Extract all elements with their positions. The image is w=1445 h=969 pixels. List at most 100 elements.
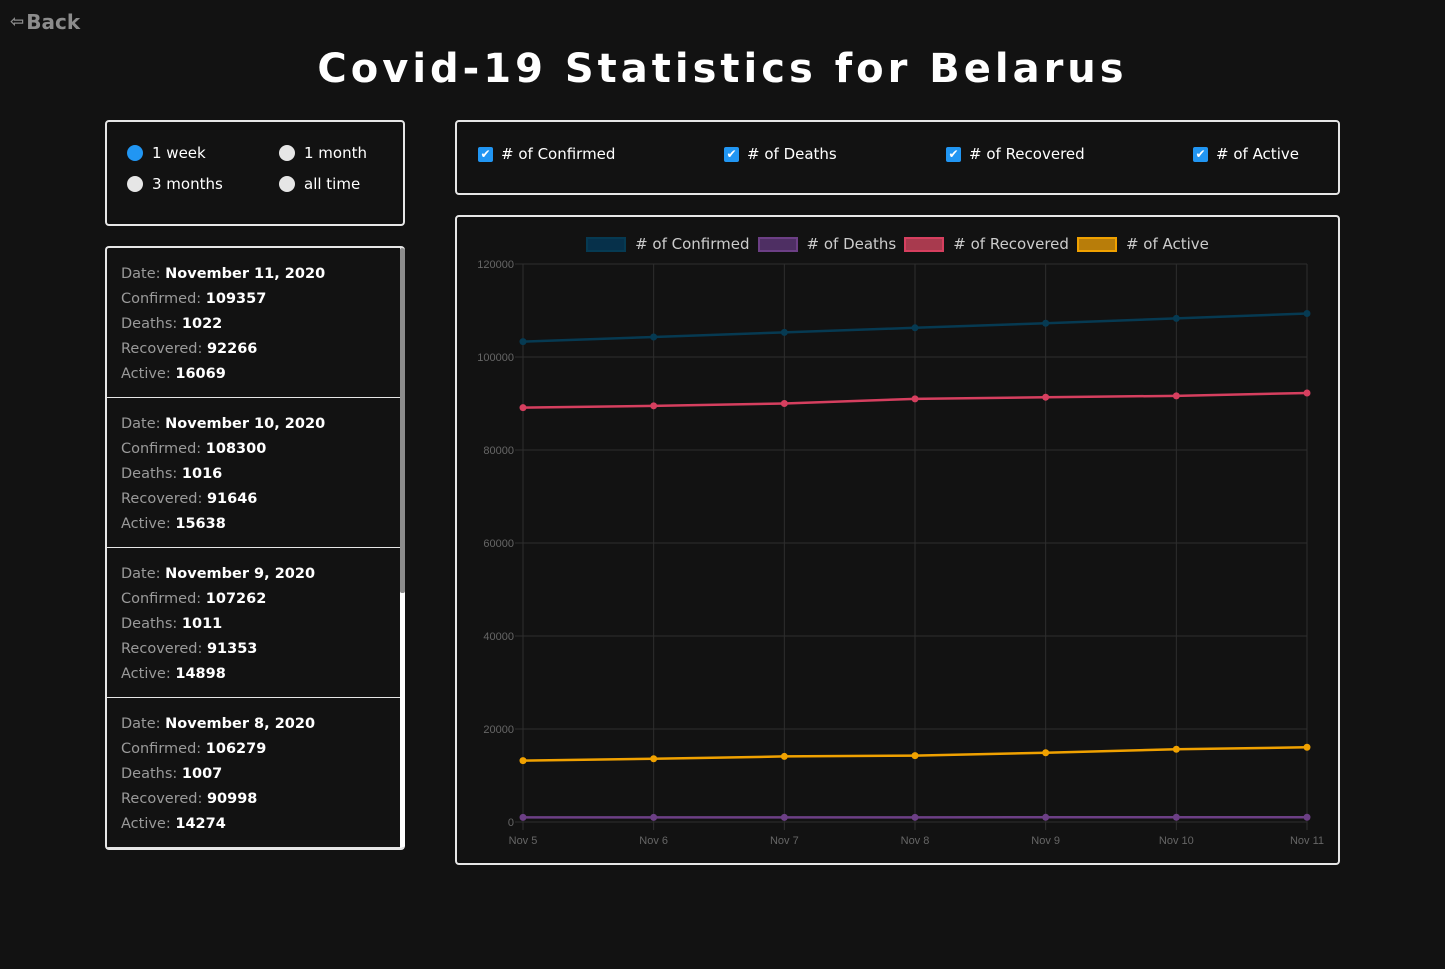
data-point <box>519 338 527 346</box>
legend-swatch <box>1076 236 1117 252</box>
record-recovered-key: Recovered: <box>121 341 203 357</box>
record-confirmed-key: Confirmed: <box>121 591 202 607</box>
record-deaths-key: Deaths: <box>121 766 178 782</box>
record-date-value: November 10, 2020 <box>165 416 326 432</box>
record-deaths-line: Deaths: 1016 <box>121 462 400 487</box>
data-point <box>650 333 658 341</box>
record-recovered-value: 90998 <box>206 791 258 807</box>
chart-legend: # of Confirmed # of Deaths # of Recovered #… <box>457 235 1338 253</box>
back-label: Back <box>26 10 81 34</box>
time-range-radio-group: 1 week 1 month 3 months all time <box>127 143 372 193</box>
list-item: Date: November 8, 2020 Confirmed: 106279 D… <box>107 698 400 848</box>
record-confirmed-value: 107262 <box>205 591 267 607</box>
radio-1-week[interactable]: 1 week <box>127 143 279 162</box>
legend-swatch <box>586 236 627 252</box>
record-recovered-key: Recovered: <box>121 491 203 507</box>
y-tick-label: 20000 <box>483 724 514 736</box>
record-confirmed-line: Confirmed: 106279 <box>121 737 400 762</box>
legend-swatch <box>904 236 945 252</box>
radio-1-month[interactable]: 1 month <box>279 143 372 162</box>
x-tick-label: Nov 5 <box>509 835 538 847</box>
record-confirmed-line: Confirmed: 108300 <box>121 437 400 462</box>
checkbox-checked-icon: ✔ <box>946 146 961 162</box>
legend-item[interactable]: # of Active <box>1076 235 1209 253</box>
legend-label: # of Deaths <box>806 235 897 253</box>
record-deaths-value: 1016 <box>181 466 223 482</box>
x-tick-label: Nov 11 <box>1290 835 1324 847</box>
toggle-label: # of Active <box>1216 145 1299 163</box>
record-active-value: 16069 <box>175 366 226 382</box>
data-point <box>1042 393 1050 401</box>
legend-swatch <box>757 236 798 252</box>
data-point <box>1042 749 1050 757</box>
data-point <box>1172 813 1180 821</box>
record-confirmed-key: Confirmed: <box>121 291 202 307</box>
back-link[interactable]: ⇦ Back <box>10 10 80 34</box>
record-recovered-line: Recovered: 91353 <box>121 637 400 662</box>
record-recovered-line: Recovered: 90998 <box>121 787 400 812</box>
radio-label: all time <box>304 174 361 193</box>
record-deaths-key: Deaths: <box>121 616 178 632</box>
legend-label: # of Confirmed <box>635 235 750 253</box>
data-point <box>650 402 658 410</box>
record-active-line: Active: 16069 <box>121 362 400 387</box>
toggle-label: # of Confirmed <box>501 145 616 163</box>
record-confirmed-key: Confirmed: <box>121 741 202 757</box>
data-point <box>650 813 658 821</box>
record-active-line: Active: 14898 <box>121 662 400 687</box>
legend-label: # of Recovered <box>953 235 1069 253</box>
record-deaths-key: Deaths: <box>121 316 178 332</box>
data-point <box>911 813 919 821</box>
record-date-value: November 8, 2020 <box>165 716 316 732</box>
record-recovered-key: Recovered: <box>121 641 203 657</box>
record-date-line: Date: November 9, 2020 <box>121 562 400 587</box>
x-tick-label: Nov 8 <box>901 835 930 847</box>
y-tick-label: 80000 <box>483 445 514 457</box>
record-date-line: Date: November 8, 2020 <box>121 712 400 737</box>
record-active-key: Active: <box>121 366 171 382</box>
legend-item[interactable]: # of Confirmed <box>586 235 750 253</box>
radio-dot-icon <box>279 175 295 192</box>
record-active-key: Active: <box>121 666 171 682</box>
legend-item[interactable]: # of Recovered <box>904 235 1069 253</box>
data-point <box>1303 743 1311 751</box>
data-point <box>519 757 527 765</box>
record-date-key: Date: <box>121 716 161 732</box>
record-date-key: Date: <box>121 266 161 282</box>
record-active-line: Active: 15638 <box>121 512 400 537</box>
y-tick-label: 40000 <box>483 631 514 643</box>
legend-item[interactable]: # of Deaths <box>757 235 897 253</box>
series-toggle-panel: ✔ # of Confirmed ✔ # of Deaths ✔ # of Re… <box>455 120 1340 195</box>
list-item: Date: November 11, 2020 Confirmed: 109357… <box>107 248 400 398</box>
records-container: Date: November 11, 2020 Confirmed: 109357… <box>107 248 405 848</box>
toggle-deaths[interactable]: ✔ # of Deaths <box>724 145 837 163</box>
list-item: Date: November 10, 2020 Confirmed: 108300… <box>107 398 400 548</box>
radio-label: 1 week <box>152 143 206 162</box>
data-point <box>1172 314 1180 322</box>
record-deaths-line: Deaths: 1011 <box>121 612 400 637</box>
checkbox-checked-icon: ✔ <box>724 146 739 162</box>
record-active-value: 14898 <box>175 666 226 682</box>
data-point <box>1042 813 1050 821</box>
y-tick-label: 100000 <box>477 352 514 364</box>
record-active-key: Active: <box>121 516 171 532</box>
data-point <box>780 328 788 336</box>
record-confirmed-value: 106279 <box>205 741 267 757</box>
record-recovered-key: Recovered: <box>121 791 203 807</box>
toggle-active[interactable]: ✔ # of Active <box>1193 145 1299 163</box>
daily-stats-list[interactable]: Date: November 11, 2020 Confirmed: 109357… <box>105 246 405 850</box>
list-scrollbar-thumb[interactable] <box>400 248 405 593</box>
data-point <box>780 813 788 821</box>
radio-3-months[interactable]: 3 months <box>127 174 279 193</box>
toggle-recovered[interactable]: ✔ # of Recovered <box>946 145 1085 163</box>
time-range-panel: 1 week 1 month 3 months all time <box>105 120 405 226</box>
x-tick-label: Nov 9 <box>1031 835 1060 847</box>
record-deaths-key: Deaths: <box>121 466 178 482</box>
record-recovered-value: 91353 <box>206 641 258 657</box>
toggle-confirmed[interactable]: ✔ # of Confirmed <box>478 145 615 163</box>
data-point <box>1042 319 1050 327</box>
radio-label: 3 months <box>152 174 223 193</box>
radio-all-time[interactable]: all time <box>279 174 372 193</box>
record-recovered-value: 92266 <box>206 341 258 357</box>
list-scrollbar[interactable] <box>400 248 405 848</box>
